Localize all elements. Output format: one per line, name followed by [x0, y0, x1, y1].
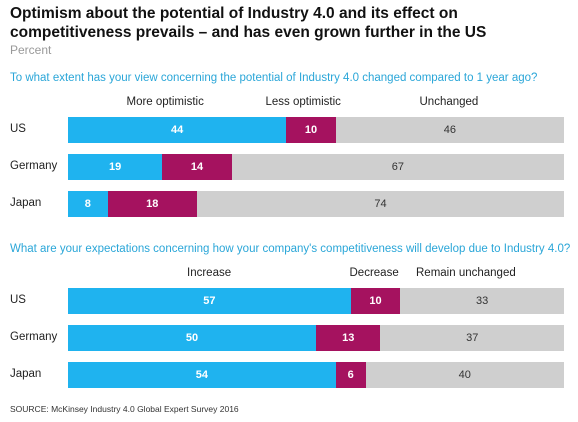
bar-segment: 8	[68, 191, 108, 217]
stacked-bar: 57 10 33	[68, 288, 564, 314]
stacked-bar: 50 13 37	[68, 325, 564, 351]
category-label: Germany	[10, 331, 58, 343]
bar-segment: 46	[335, 117, 564, 143]
page-title: Optimism about the potential of Industry…	[10, 5, 487, 41]
question-2: What are your expectations concerning ho…	[10, 243, 571, 255]
legend-entry-1-3: Unchanged	[419, 96, 479, 108]
bar-segment: 37	[380, 325, 564, 351]
stacked-bar: 44 10 46	[68, 117, 564, 143]
category-label: US	[10, 294, 26, 306]
category-label: Germany	[10, 160, 58, 172]
bar-segment: 74	[196, 191, 564, 217]
category-label: Japan	[10, 368, 42, 380]
bar-segment: 10	[286, 117, 336, 143]
legend-entry-2-2: Decrease	[349, 267, 399, 279]
category-label: Japan	[10, 197, 42, 209]
legend-entry-1-1: More optimistic	[126, 96, 204, 108]
bar-segment: 19	[68, 154, 163, 180]
bar-segment: 13	[316, 325, 381, 351]
category-label: US	[10, 123, 26, 135]
stacked-bar: 8 18 74	[68, 191, 564, 217]
unit-label: Percent	[10, 43, 52, 57]
question-1: To what extent has your view concerning …	[10, 72, 538, 84]
bar-segment: 40	[365, 362, 564, 388]
legend-entry-2-3: Remain unchanged	[416, 267, 516, 279]
bar-segment: 14	[162, 154, 232, 180]
bar-segment: 54	[68, 362, 336, 388]
stacked-bar: 19 14 67	[68, 154, 564, 180]
bar-segment: 6	[335, 362, 366, 388]
stacked-bar: 54 6 40	[68, 362, 564, 388]
bar-segment: 67	[231, 154, 564, 180]
legend-entry-2-1: Increase	[187, 267, 232, 279]
bar-segment: 10	[350, 288, 401, 314]
legend-entry-1-2: Less optimistic	[265, 96, 341, 108]
source-note: SOURCE: McKinsey Industry 4.0 Global Exp…	[10, 404, 239, 414]
bar-segment: 18	[107, 191, 197, 217]
bar-segment: 50	[68, 325, 316, 351]
bar-segment: 57	[68, 288, 351, 314]
bar-segment: 33	[400, 288, 564, 314]
bar-segment: 44	[68, 117, 287, 143]
